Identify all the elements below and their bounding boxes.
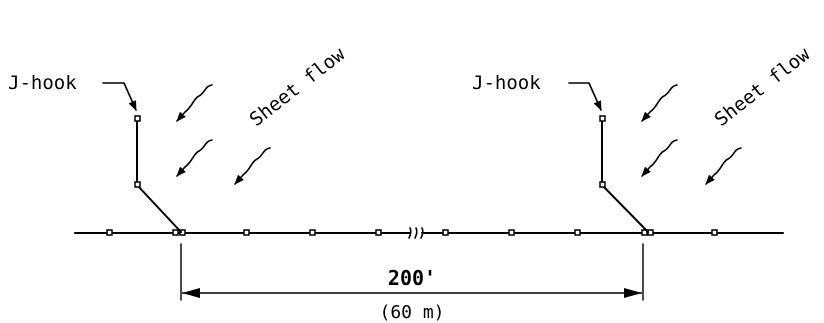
dimension-value: 200' — [388, 266, 436, 290]
flow-arrows — [176, 84, 742, 185]
fence-post — [442, 229, 449, 236]
fence-posts — [106, 229, 718, 236]
fence-post — [641, 229, 648, 236]
flow-arrow-icon — [705, 147, 742, 185]
flow-arrow-icon — [641, 84, 678, 122]
fence-post — [309, 229, 316, 236]
fence-post — [711, 229, 718, 236]
fence-post — [172, 229, 179, 236]
j-hook-left — [134, 115, 182, 233]
j-hook-post — [599, 115, 606, 122]
dimension-metric: (60 m) — [379, 302, 444, 323]
dimension: 200' (60 m) — [180, 243, 644, 323]
sheet-flow-label-right: Sheet flow — [711, 43, 815, 131]
dimension-arrow-left — [182, 288, 200, 298]
flow-arrow-icon — [176, 84, 213, 122]
j-hook-label-right: J-hook — [472, 72, 541, 94]
flow-arrow-icon — [234, 147, 271, 185]
break-symbol — [408, 227, 424, 239]
fence-post — [574, 229, 581, 236]
fence-post — [106, 229, 113, 236]
leader-right — [568, 82, 602, 111]
fence-post — [508, 229, 515, 236]
fence-post — [375, 229, 382, 236]
leader-left — [102, 82, 137, 111]
fence-post — [243, 229, 250, 236]
fence-line — [74, 227, 784, 239]
j-hook-right — [599, 115, 649, 233]
j-hook-post — [134, 115, 141, 122]
j-hook-label-left: J-hook — [8, 72, 77, 94]
j-hook-post — [599, 181, 606, 188]
fence-post — [179, 229, 186, 236]
j-hook-post — [134, 181, 141, 188]
dimension-arrow-right — [624, 288, 642, 298]
sheet-flow-label-left: Sheet flow — [246, 43, 350, 131]
flow-arrow-icon — [641, 139, 678, 177]
flow-arrow-icon — [176, 139, 213, 177]
